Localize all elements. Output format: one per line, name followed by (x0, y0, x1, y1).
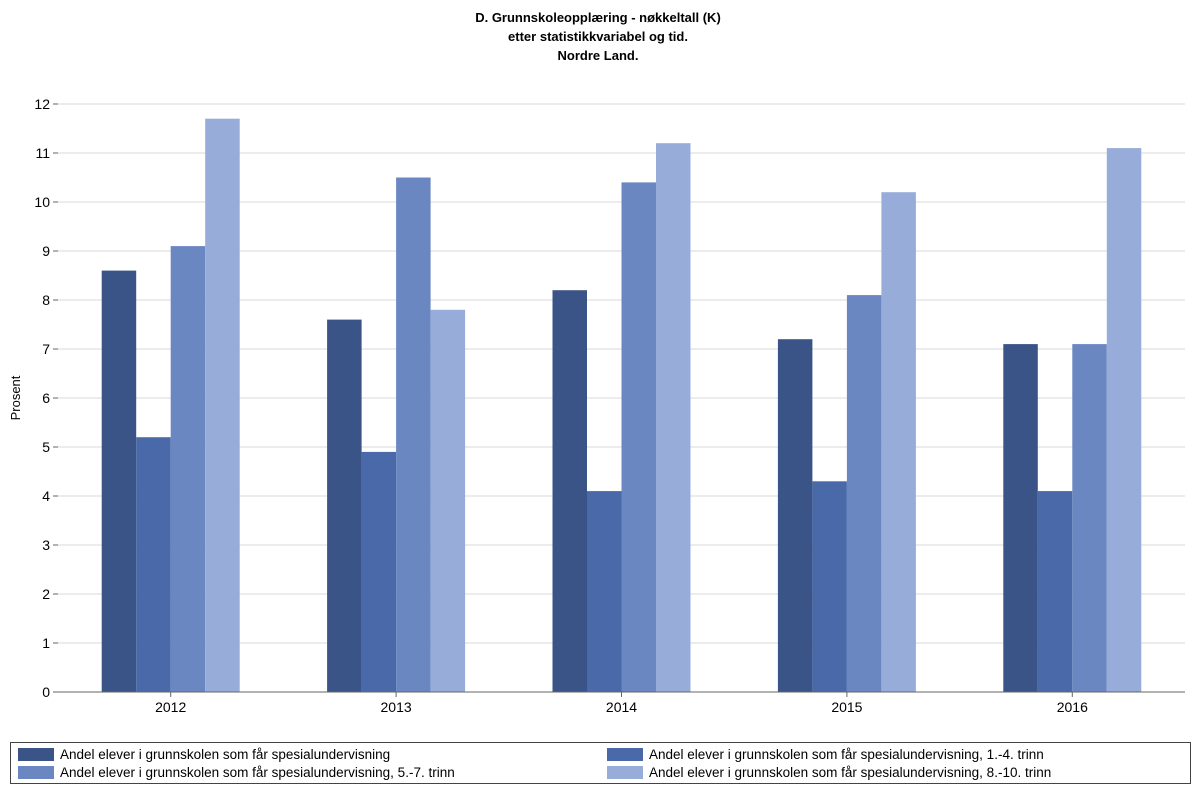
y-tick-label: 1 (42, 635, 50, 651)
bar (396, 177, 431, 692)
y-tick-label: 10 (34, 194, 50, 210)
y-tick-label: 0 (42, 684, 50, 700)
bars (101, 118, 1142, 693)
bar (777, 339, 813, 692)
bar (552, 290, 587, 692)
bar (881, 192, 916, 692)
bar (327, 319, 362, 692)
bar (136, 437, 171, 692)
bar (170, 246, 206, 692)
legend-swatch (607, 748, 643, 761)
x-tick-label: 2014 (606, 699, 637, 715)
legend-label: Andel elever i grunnskolen som får spesi… (649, 765, 1052, 780)
bar (621, 182, 656, 692)
y-tick-label: 11 (35, 145, 50, 161)
chart-title: D. Grunnskoleopplæring - nøkkeltall (K) (475, 10, 721, 25)
y-tick-label: 4 (42, 488, 50, 504)
legend-swatch (18, 766, 54, 779)
y-tick-label: 3 (42, 537, 50, 553)
chart-subtitle-region: Nordre Land. (558, 48, 639, 63)
bar (587, 491, 622, 692)
bar (205, 118, 240, 692)
x-tick-label: 2013 (381, 699, 412, 715)
legend-item-1-4: Andel elever i grunnskolen som får spesi… (607, 745, 1044, 764)
legend-item-total: Andel elever i grunnskolen som får spesi… (18, 745, 390, 764)
legend-label: Andel elever i grunnskolen som får spesi… (60, 747, 391, 762)
x-tick-label: 2012 (155, 699, 186, 715)
y-tick-label: 8 (42, 292, 50, 308)
y-tick-label: 12 (34, 96, 50, 112)
bar (846, 295, 882, 692)
bar-chart: D. Grunnskoleopplæring - nøkkeltall (K) … (8, 10, 1185, 715)
legend: Andel elever i grunnskolen som får spesi… (10, 742, 1191, 784)
legend-swatch (18, 748, 54, 761)
bar (101, 270, 137, 692)
bar (361, 451, 397, 692)
y-axis-label: Prosent (8, 375, 23, 420)
legend-label: Andel elever i grunnskolen som får spesi… (60, 765, 455, 780)
chart-subtitle: etter statistikkvariabel og tid. (508, 29, 688, 44)
legend-label: Andel elever i grunnskolen som får spesi… (649, 747, 1044, 762)
legend-item-8-10: Andel elever i grunnskolen som får spesi… (607, 763, 1051, 782)
y-tick-label: 5 (42, 439, 50, 455)
y-tick-label: 2 (42, 586, 50, 602)
y-tick-label: 6 (42, 390, 50, 406)
y-tick-label: 7 (42, 341, 50, 357)
bar (1072, 344, 1107, 692)
x-tick-label: 2015 (831, 699, 862, 715)
bar (656, 143, 691, 692)
legend-item-5-7: Andel elever i grunnskolen som får spesi… (18, 763, 455, 782)
bar (812, 481, 847, 692)
y-tick-label: 9 (42, 243, 50, 259)
bar (1003, 344, 1038, 692)
bar (430, 309, 466, 692)
bar (1037, 491, 1073, 692)
x-tick-label: 2016 (1057, 699, 1088, 715)
x-axis-ticks: 2012 2013 2014 2015 2016 (155, 692, 1088, 715)
legend-swatch (607, 766, 643, 779)
bar (1106, 148, 1142, 693)
